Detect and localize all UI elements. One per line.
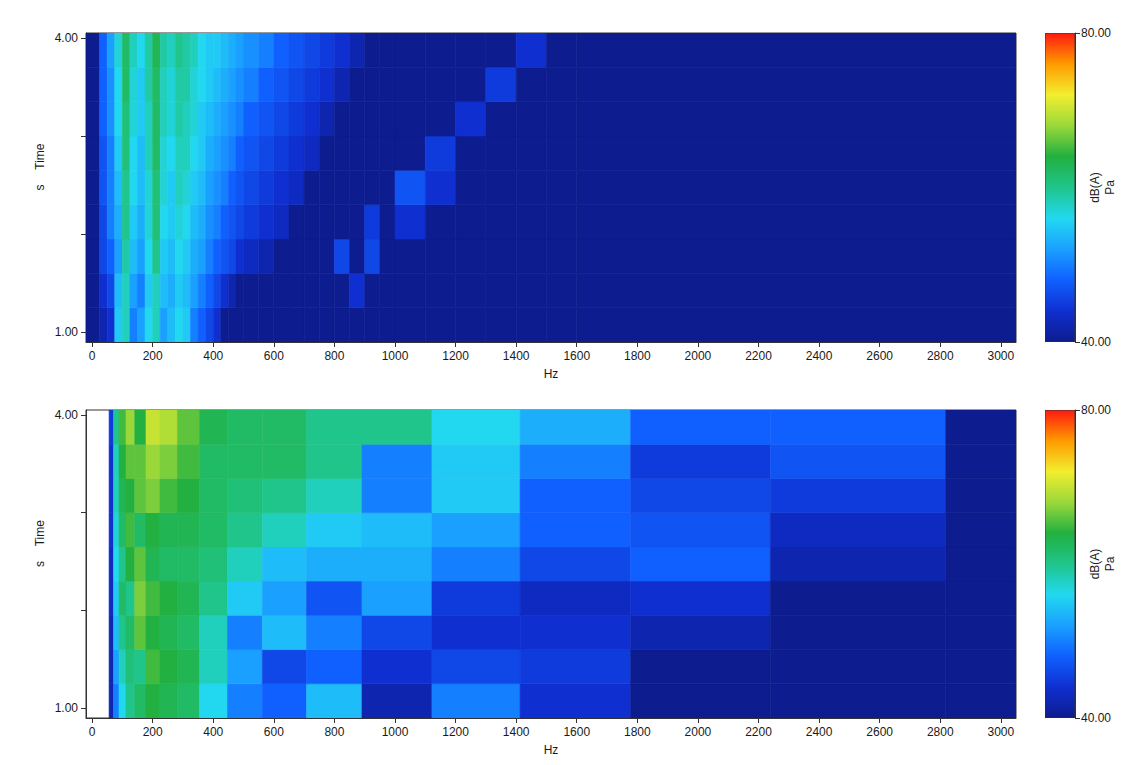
svg-text:1200: 1200 — [442, 725, 469, 739]
svg-text:1400: 1400 — [503, 725, 530, 739]
svg-text:40.00: 40.00 — [1081, 335, 1111, 349]
svg-text:1800: 1800 — [624, 349, 651, 363]
svg-text:1800: 1800 — [624, 725, 651, 739]
svg-text:600: 600 — [264, 349, 284, 363]
svg-text:1.00: 1.00 — [55, 701, 79, 715]
svg-text:80.00: 80.00 — [1081, 26, 1111, 40]
svg-text:2400: 2400 — [806, 349, 833, 363]
svg-text:s: s — [33, 185, 47, 191]
svg-text:800: 800 — [324, 725, 344, 739]
svg-text:2800: 2800 — [927, 349, 954, 363]
svg-text:200: 200 — [143, 349, 163, 363]
svg-text:1600: 1600 — [563, 725, 590, 739]
svg-text:dB(A): dB(A) — [1088, 549, 1102, 580]
svg-text:2800: 2800 — [927, 725, 954, 739]
svg-text:2600: 2600 — [866, 349, 893, 363]
svg-text:3000: 3000 — [988, 725, 1015, 739]
svg-text:dB(A): dB(A) — [1088, 172, 1102, 203]
svg-text:1600: 1600 — [563, 349, 590, 363]
svg-text:400: 400 — [203, 725, 223, 739]
svg-text:Pa: Pa — [1103, 180, 1117, 195]
svg-text:800: 800 — [324, 349, 344, 363]
svg-text:40.00: 40.00 — [1081, 711, 1111, 725]
svg-text:400: 400 — [203, 349, 223, 363]
svg-text:2600: 2600 — [866, 725, 893, 739]
svg-text:4.00: 4.00 — [55, 31, 79, 45]
svg-text:Hz: Hz — [544, 367, 559, 381]
svg-text:1.00: 1.00 — [55, 325, 79, 339]
svg-text:600: 600 — [264, 725, 284, 739]
svg-text:3000: 3000 — [988, 349, 1015, 363]
svg-text:0: 0 — [89, 725, 96, 739]
svg-text:2000: 2000 — [685, 349, 712, 363]
svg-text:1200: 1200 — [442, 349, 469, 363]
svg-text:Time: Time — [33, 520, 47, 547]
svg-text:4.00: 4.00 — [55, 408, 79, 422]
svg-text:2200: 2200 — [745, 349, 772, 363]
svg-text:2200: 2200 — [745, 725, 772, 739]
svg-text:1400: 1400 — [503, 349, 530, 363]
svg-text:Pa: Pa — [1103, 556, 1117, 571]
svg-text:0: 0 — [89, 349, 96, 363]
svg-text:1000: 1000 — [382, 349, 409, 363]
svg-text:s: s — [33, 561, 47, 567]
svg-text:1000: 1000 — [382, 725, 409, 739]
svg-text:Hz: Hz — [544, 743, 559, 757]
svg-text:2400: 2400 — [806, 725, 833, 739]
svg-text:2000: 2000 — [685, 725, 712, 739]
svg-text:80.00: 80.00 — [1081, 403, 1111, 417]
svg-text:200: 200 — [143, 725, 163, 739]
svg-text:Time: Time — [33, 143, 47, 170]
